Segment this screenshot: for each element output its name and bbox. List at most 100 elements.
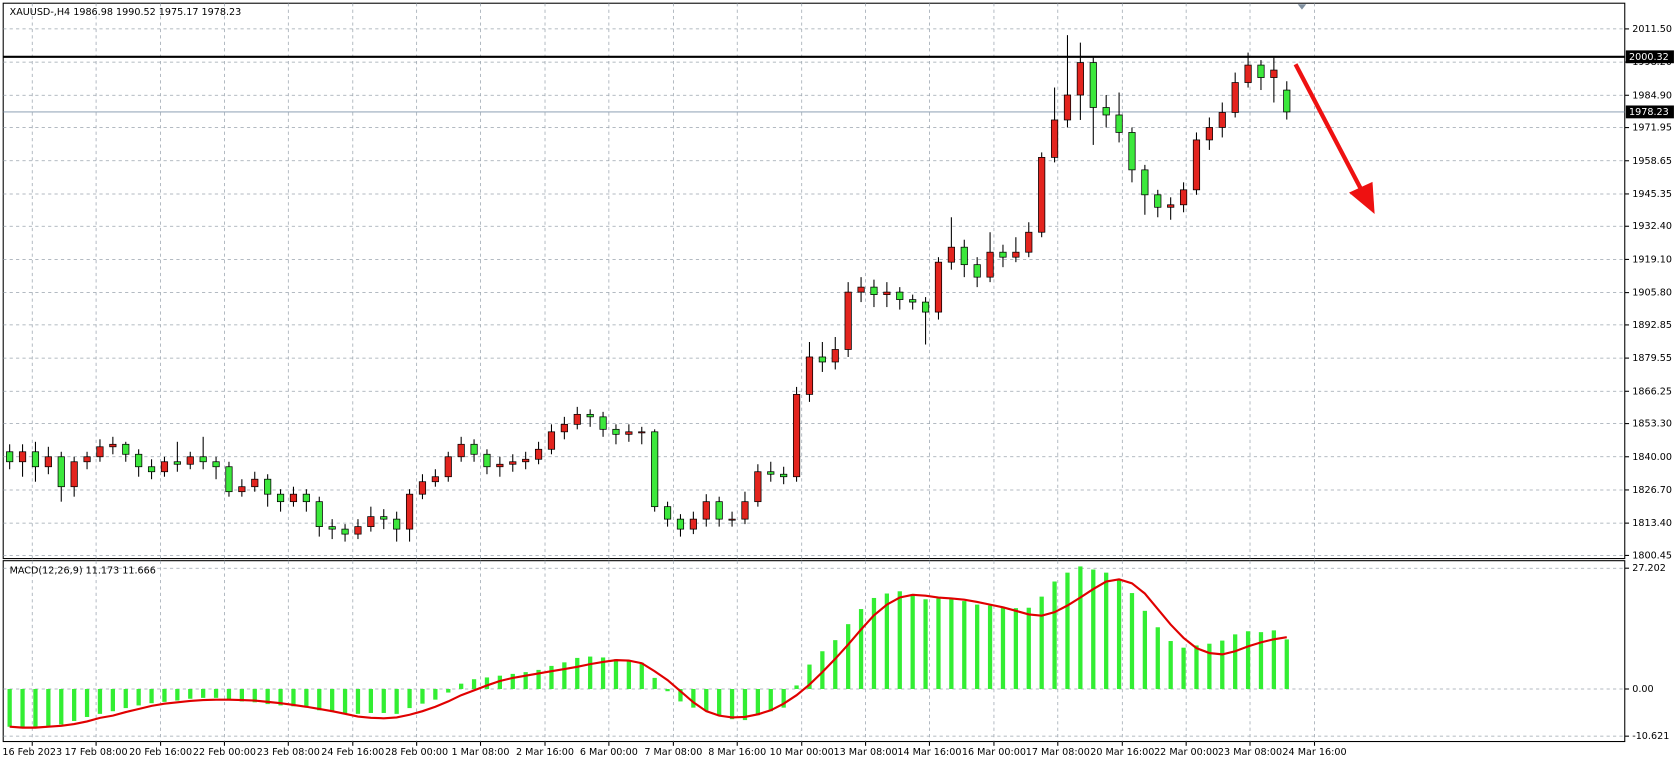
histogram-bar xyxy=(1091,569,1096,689)
x-tick-label: 14 Mar 16:00 xyxy=(897,747,961,758)
x-tick-label: 20 Feb 16:00 xyxy=(129,747,192,758)
x-tick-label: 23 Feb 08:00 xyxy=(257,747,320,758)
histogram-bar xyxy=(975,604,980,689)
candle-body xyxy=(999,251,1007,258)
histogram-bar xyxy=(7,688,12,727)
candle-body xyxy=(689,518,697,530)
candle-body xyxy=(1231,82,1239,113)
candle-body xyxy=(973,264,981,278)
histogram-bar xyxy=(665,688,670,692)
candle-body xyxy=(83,456,91,463)
histogram-bar xyxy=(381,688,386,713)
candle-body xyxy=(1012,251,1020,258)
histogram-bar xyxy=(523,672,528,689)
histogram-bar xyxy=(46,688,51,726)
candle-body xyxy=(522,458,530,463)
histogram-bar xyxy=(33,688,38,728)
histogram-bar xyxy=(226,688,232,701)
histogram-bar xyxy=(910,593,915,689)
histogram-bar xyxy=(97,688,103,714)
candle-body xyxy=(715,501,723,520)
histogram-bar xyxy=(1245,631,1251,689)
candle-body xyxy=(896,291,904,300)
y-tick-label: 1905.80 xyxy=(1632,288,1672,299)
histogram-bar xyxy=(755,688,761,716)
histogram-bar xyxy=(201,688,206,698)
histogram-bar xyxy=(987,605,993,689)
candle-body xyxy=(844,291,852,350)
candle-body xyxy=(1257,64,1265,78)
y-tick-label: 1813.40 xyxy=(1632,518,1672,529)
candle-body xyxy=(1025,231,1033,253)
histogram-bar xyxy=(433,688,438,700)
y-tick-label: 1879.55 xyxy=(1632,353,1672,364)
histogram-bar xyxy=(368,688,374,713)
candle-body xyxy=(870,286,878,295)
histogram-bar xyxy=(1168,641,1173,689)
candle-body xyxy=(934,261,943,313)
candle-body xyxy=(199,456,207,463)
x-tick-label: 20 Mar 16:00 xyxy=(1090,747,1154,758)
price-label: 1978.23 xyxy=(1629,107,1669,118)
histogram-bar xyxy=(678,688,683,702)
candle-body xyxy=(1141,169,1149,196)
candle-body xyxy=(315,501,323,527)
histogram-bar xyxy=(1155,627,1160,689)
x-tick-label: 23 Mar 08:00 xyxy=(1218,747,1282,758)
candle-body xyxy=(947,246,955,263)
histogram-bar xyxy=(20,688,25,728)
candle-body xyxy=(444,456,452,478)
y-tick-label: 1892.85 xyxy=(1632,320,1672,331)
x-tick-label: 1 Mar 08:00 xyxy=(452,747,510,758)
histogram-bar xyxy=(317,688,322,711)
candle-body xyxy=(109,443,117,448)
histogram-bar xyxy=(1233,634,1238,689)
x-tick-label: 22 Feb 00:00 xyxy=(193,747,256,758)
candle-body xyxy=(534,448,543,460)
candle-body xyxy=(986,251,994,278)
candle-body xyxy=(638,431,646,434)
y-tick-label: 0.00 xyxy=(1632,684,1653,695)
candle-body xyxy=(612,428,620,435)
histogram-bar xyxy=(72,688,77,721)
candle-body xyxy=(1115,114,1123,133)
y-tick-label: 1971.95 xyxy=(1632,123,1672,134)
histogram-bar xyxy=(1104,572,1109,689)
histogram-bar xyxy=(136,688,141,706)
histogram-bar xyxy=(1142,610,1148,689)
candle-body xyxy=(663,506,672,520)
candle-body xyxy=(1063,94,1072,121)
histogram-bar xyxy=(497,675,503,689)
histogram-bar xyxy=(1258,632,1264,689)
candle-body xyxy=(276,493,285,503)
histogram-bar xyxy=(1052,581,1057,689)
candle-body xyxy=(767,471,775,475)
candle-body xyxy=(483,453,491,468)
histogram-bar xyxy=(820,651,825,689)
candle-body xyxy=(792,394,801,478)
histogram-bar xyxy=(549,665,554,689)
candle-body xyxy=(1089,62,1097,108)
candle-body xyxy=(741,501,749,520)
histogram-bar xyxy=(1181,647,1186,689)
candle-body xyxy=(160,461,169,473)
macd-panel xyxy=(2,560,1626,743)
histogram-bar xyxy=(1220,640,1225,689)
price-label-box xyxy=(1625,50,1674,64)
candle-body xyxy=(380,516,388,520)
candle-body xyxy=(122,443,130,455)
histogram-bar xyxy=(1129,593,1135,689)
x-tick-label: 7 Mar 08:00 xyxy=(644,747,702,758)
candle-body xyxy=(264,478,272,495)
signal-line xyxy=(9,578,1287,729)
candle-body xyxy=(960,246,968,266)
x-tick-label: 16 Mar 00:00 xyxy=(962,747,1026,758)
candle-body xyxy=(135,453,143,468)
candle-body xyxy=(57,456,65,488)
y-tick-label: 1945.35 xyxy=(1632,189,1672,200)
histogram-bar xyxy=(613,659,619,689)
y-tick-label: 1866.25 xyxy=(1632,386,1672,397)
candle-body xyxy=(1205,127,1213,141)
